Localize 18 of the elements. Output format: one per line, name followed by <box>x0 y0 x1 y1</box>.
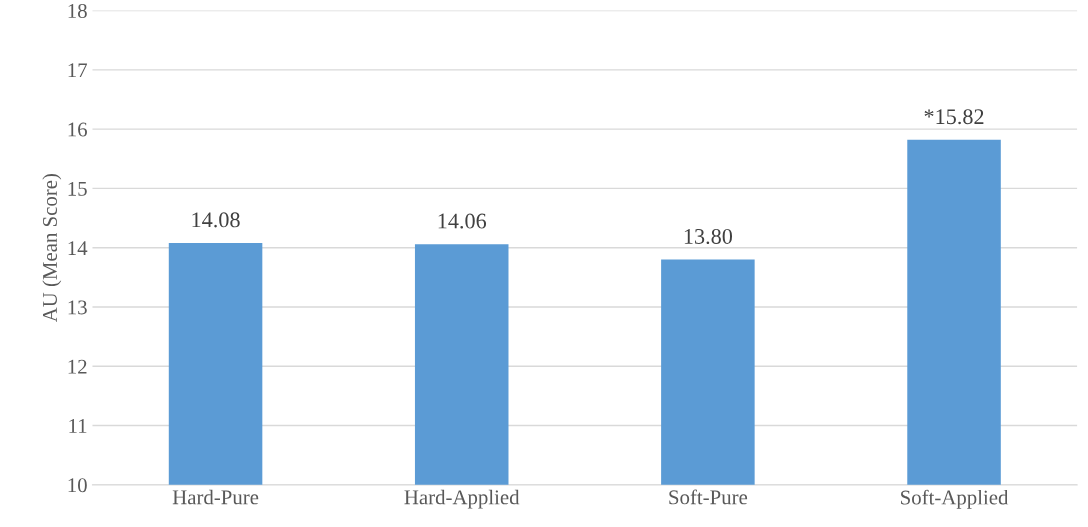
x-tick-label: Hard-Pure <box>172 489 259 505</box>
y-tick-label: 17 <box>68 63 88 78</box>
y-tick-label: 13 <box>68 300 87 315</box>
x-tick-label: Soft-Pure <box>669 489 748 505</box>
x-tick-label: Hard-Applied <box>404 489 520 509</box>
data-label: 13.80 <box>684 228 733 245</box>
y-tick-label: 15 <box>68 181 87 196</box>
y-tick-label: 10 <box>68 478 87 493</box>
y-tick-label: 11 <box>69 419 87 433</box>
y-tick-label: 16 <box>68 122 87 137</box>
data-label: 14.06 <box>438 213 487 229</box>
x-tick-label: Soft-Applied <box>901 489 1009 509</box>
y-tick-label: 18 <box>68 3 87 18</box>
data-label: *15.82 <box>924 109 984 125</box>
data-label: 14.08 <box>192 212 240 228</box>
y-tick-label: 12 <box>68 359 87 374</box>
y-axis-title: AU (Mean Score) <box>42 173 62 323</box>
y-tick-label: 14 <box>68 241 88 255</box>
